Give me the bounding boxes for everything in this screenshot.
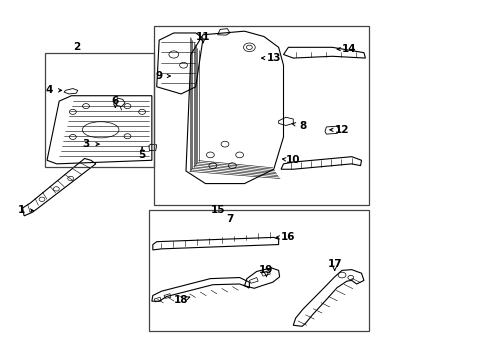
Text: 14: 14 bbox=[341, 44, 356, 54]
Text: 18: 18 bbox=[174, 295, 188, 305]
Text: 15: 15 bbox=[210, 206, 224, 216]
Text: 2: 2 bbox=[73, 42, 80, 52]
Text: 17: 17 bbox=[327, 259, 341, 269]
Text: 12: 12 bbox=[334, 125, 348, 135]
Text: 11: 11 bbox=[195, 32, 210, 41]
Bar bbox=[149, 211, 368, 330]
Text: 4: 4 bbox=[46, 85, 53, 95]
Text: 16: 16 bbox=[281, 232, 295, 242]
Bar bbox=[44, 53, 154, 167]
Text: 5: 5 bbox=[138, 150, 145, 160]
Text: 7: 7 bbox=[226, 215, 233, 224]
Text: 8: 8 bbox=[299, 121, 306, 131]
Text: 10: 10 bbox=[285, 155, 300, 165]
Text: 6: 6 bbox=[111, 96, 119, 106]
Text: 3: 3 bbox=[82, 139, 89, 149]
Text: 13: 13 bbox=[266, 53, 281, 63]
Bar bbox=[154, 26, 368, 205]
Text: 1: 1 bbox=[18, 206, 25, 216]
Text: 9: 9 bbox=[155, 71, 163, 81]
Text: 19: 19 bbox=[259, 265, 273, 275]
